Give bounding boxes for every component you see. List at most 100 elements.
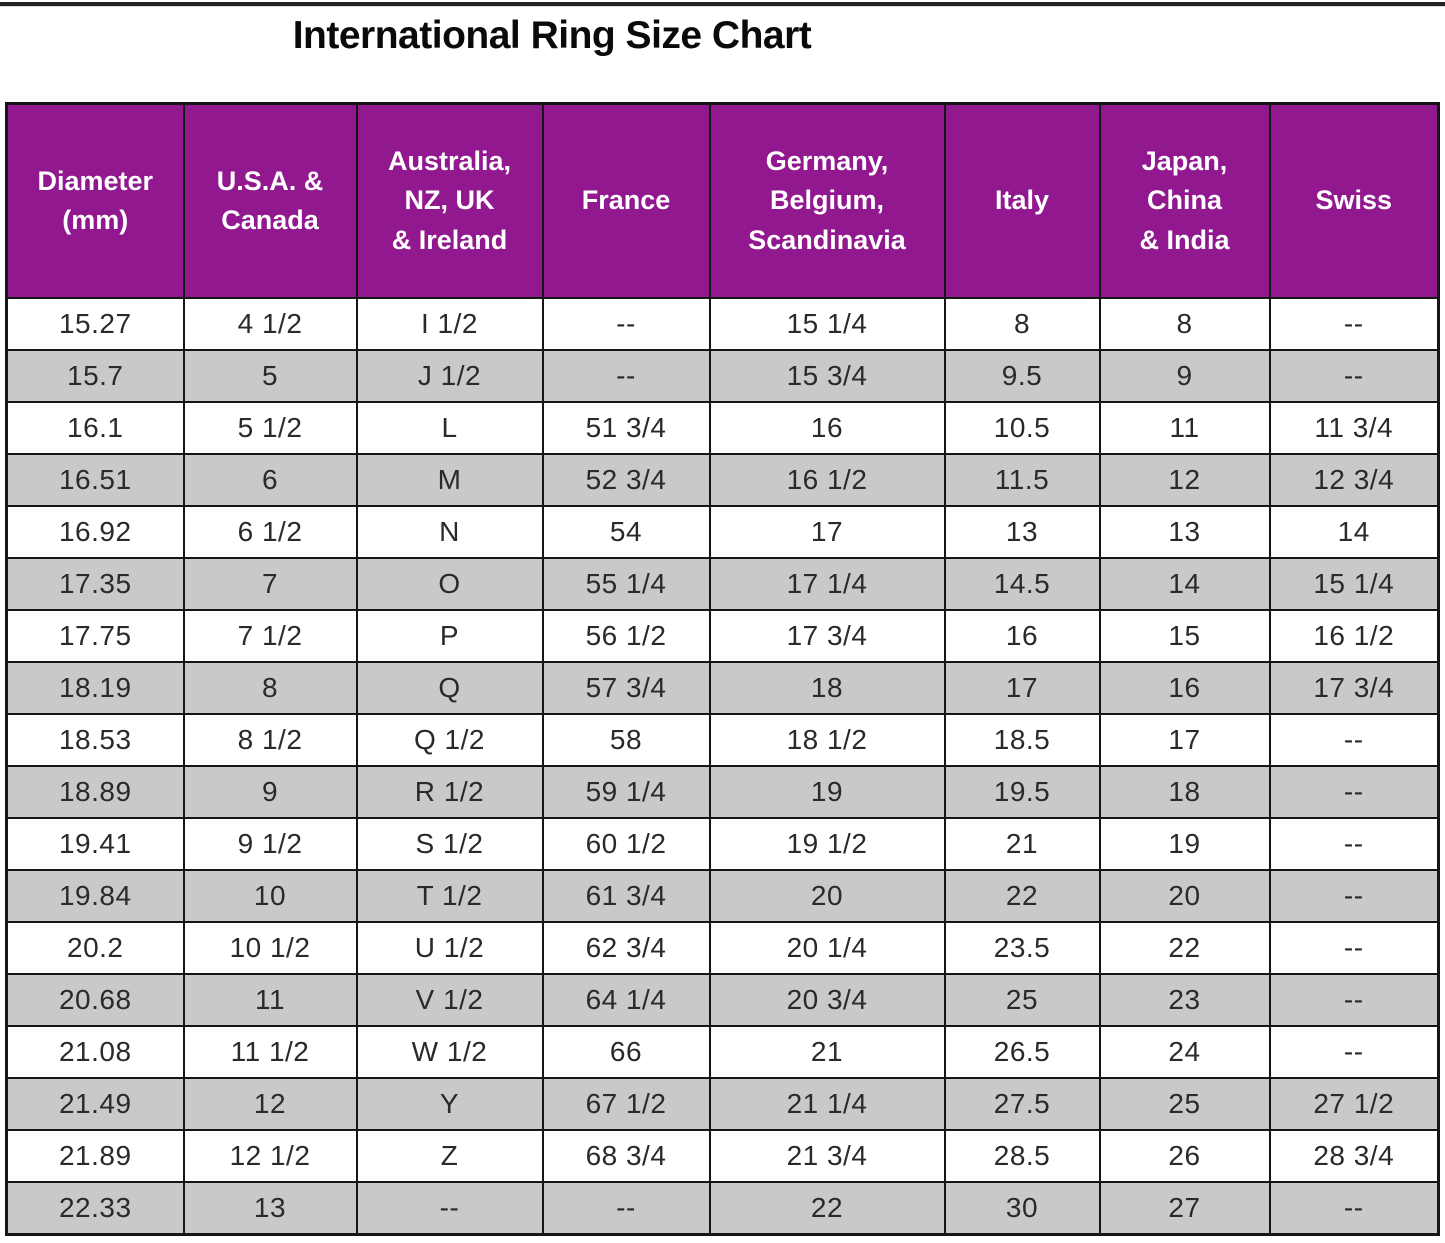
table-cell: 16	[943, 609, 1101, 663]
table-cell: 6 1/2	[182, 505, 358, 559]
table-cell: 27 1/2	[1268, 1077, 1440, 1131]
table-cell: --	[1268, 349, 1440, 403]
table-cell: 27	[1098, 1181, 1271, 1236]
table-cell: Q 1/2	[355, 713, 544, 767]
table-cell: 19.41	[5, 817, 185, 871]
table-cell: --	[1268, 869, 1440, 923]
table-cell: N	[355, 505, 544, 559]
table-cell: 14	[1268, 505, 1440, 559]
table-cell: 20	[1098, 869, 1271, 923]
table-cell: 10.5	[943, 401, 1101, 455]
table-cell: 64 1/4	[541, 973, 711, 1027]
table-cell: 10	[182, 869, 358, 923]
table-cell: 28.5	[943, 1129, 1101, 1183]
table-cell: 21 3/4	[708, 1129, 946, 1183]
table-cell: M	[355, 453, 544, 507]
table-cell: W 1/2	[355, 1025, 544, 1079]
table-row: 19.41 9 1/2 S 1/2 60 1/2 19 1/2 21 19 --	[5, 817, 1440, 871]
table-cell: --	[1268, 1181, 1440, 1236]
table-cell: --	[1268, 1025, 1440, 1079]
table-cell: 62 3/4	[541, 921, 711, 975]
column-header: France	[541, 102, 711, 299]
table-cell: 18 1/2	[708, 713, 946, 767]
table-cell: 25	[1098, 1077, 1271, 1131]
column-header: Australia, NZ, UK & Ireland	[355, 102, 544, 299]
table-cell: 20.2	[5, 921, 185, 975]
table-cell: 56 1/2	[541, 609, 711, 663]
table-cell: 18	[1098, 765, 1271, 819]
table-cell: 13	[1098, 505, 1271, 559]
table-cell: 9 1/2	[182, 817, 358, 871]
table-cell: 11	[1098, 401, 1271, 455]
table-cell: 8 1/2	[182, 713, 358, 767]
table-row: 20.68 11 V 1/2 64 1/4 20 3/4 25 23 --	[5, 973, 1440, 1027]
table-row: 17.35 7 O 55 1/4 17 1/4 14.5 14 15 1/4	[5, 557, 1440, 611]
table-cell: 22	[708, 1181, 946, 1236]
table-cell: 30	[943, 1181, 1101, 1236]
table-cell: 18.53	[5, 713, 185, 767]
table-cell: 51 3/4	[541, 401, 711, 455]
table-cell: 12	[1098, 453, 1271, 507]
column-header: Swiss	[1268, 102, 1440, 299]
header-row: Diameter (mm) U.S.A. & Canada Australia, N…	[5, 102, 1440, 299]
table-cell: --	[541, 297, 711, 351]
table-cell: 15 1/4	[708, 297, 946, 351]
table-cell: 16.51	[5, 453, 185, 507]
table-cell: 19.84	[5, 869, 185, 923]
table-row: 16.51 6 M 52 3/4 16 1/2 11.5 12 12 3/4	[5, 453, 1440, 507]
table-cell: 20 1/4	[708, 921, 946, 975]
table-cell: 18.19	[5, 661, 185, 715]
table-cell: 52 3/4	[541, 453, 711, 507]
table-cell: Y	[355, 1077, 544, 1131]
table-cell: 21.89	[5, 1129, 185, 1183]
table-cell: 16.92	[5, 505, 185, 559]
table-row: 21.89 12 1/2 Z 68 3/4 21 3/4 28.5 26 28 3/4	[5, 1129, 1440, 1183]
table-cell: 55 1/4	[541, 557, 711, 611]
table-cell: Z	[355, 1129, 544, 1183]
table-cell: 18.5	[943, 713, 1101, 767]
table-cell: 20.68	[5, 973, 185, 1027]
table-cell: 60 1/2	[541, 817, 711, 871]
table-cell: --	[1268, 713, 1440, 767]
column-header: Japan, China & India	[1098, 102, 1271, 299]
table-cell: S 1/2	[355, 817, 544, 871]
table-cell: 17	[943, 661, 1101, 715]
table-cell: 8	[1098, 297, 1271, 351]
table-cell: 10 1/2	[182, 921, 358, 975]
table-cell: 19 1/2	[708, 817, 946, 871]
page-title: International Ring Size Chart	[292, 14, 812, 57]
table-cell: 13	[182, 1181, 358, 1236]
table-cell: 22	[1098, 921, 1271, 975]
table-cell: --	[1268, 921, 1440, 975]
table-row: 15.7 5 J 1/2 -- 15 3/4 9.5 9 --	[5, 349, 1440, 403]
table-row: 18.53 8 1/2 Q 1/2 58 18 1/2 18.5 17 --	[5, 713, 1440, 767]
table-cell: 14.5	[943, 557, 1101, 611]
table-cell: 17	[1098, 713, 1271, 767]
table-cell: 15.7	[5, 349, 185, 403]
table-cell: 57 3/4	[541, 661, 711, 715]
table-cell: 22	[943, 869, 1101, 923]
table-cell: 17.35	[5, 557, 185, 611]
table-cell: --	[1268, 297, 1440, 351]
table-cell: 21 1/4	[708, 1077, 946, 1131]
table-cell: R 1/2	[355, 765, 544, 819]
table-cell: 20	[708, 869, 946, 923]
table-row: 16.1 5 1/2 L 51 3/4 16 10.5 11 11 3/4	[5, 401, 1440, 455]
table-cell: J 1/2	[355, 349, 544, 403]
table-cell: 18	[708, 661, 946, 715]
table-cell: 11	[182, 973, 358, 1027]
table-cell: T 1/2	[355, 869, 544, 923]
table-cell: 18.89	[5, 765, 185, 819]
table-cell: 12 1/2	[182, 1129, 358, 1183]
table-cell: --	[1268, 973, 1440, 1027]
table-cell: 12	[182, 1077, 358, 1131]
table-row: 21.08 11 1/2 W 1/2 66 21 26.5 24 --	[5, 1025, 1440, 1079]
table-cell: 5	[182, 349, 358, 403]
table-cell: 17 3/4	[708, 609, 946, 663]
table-cell: 59 1/4	[541, 765, 711, 819]
table-cell: 11 3/4	[1268, 401, 1440, 455]
table-row: 18.89 9 R 1/2 59 1/4 19 19.5 18 --	[5, 765, 1440, 819]
column-header: U.S.A. & Canada	[182, 102, 358, 299]
table-cell: 6	[182, 453, 358, 507]
table-cell: 16 1/2	[1268, 609, 1440, 663]
